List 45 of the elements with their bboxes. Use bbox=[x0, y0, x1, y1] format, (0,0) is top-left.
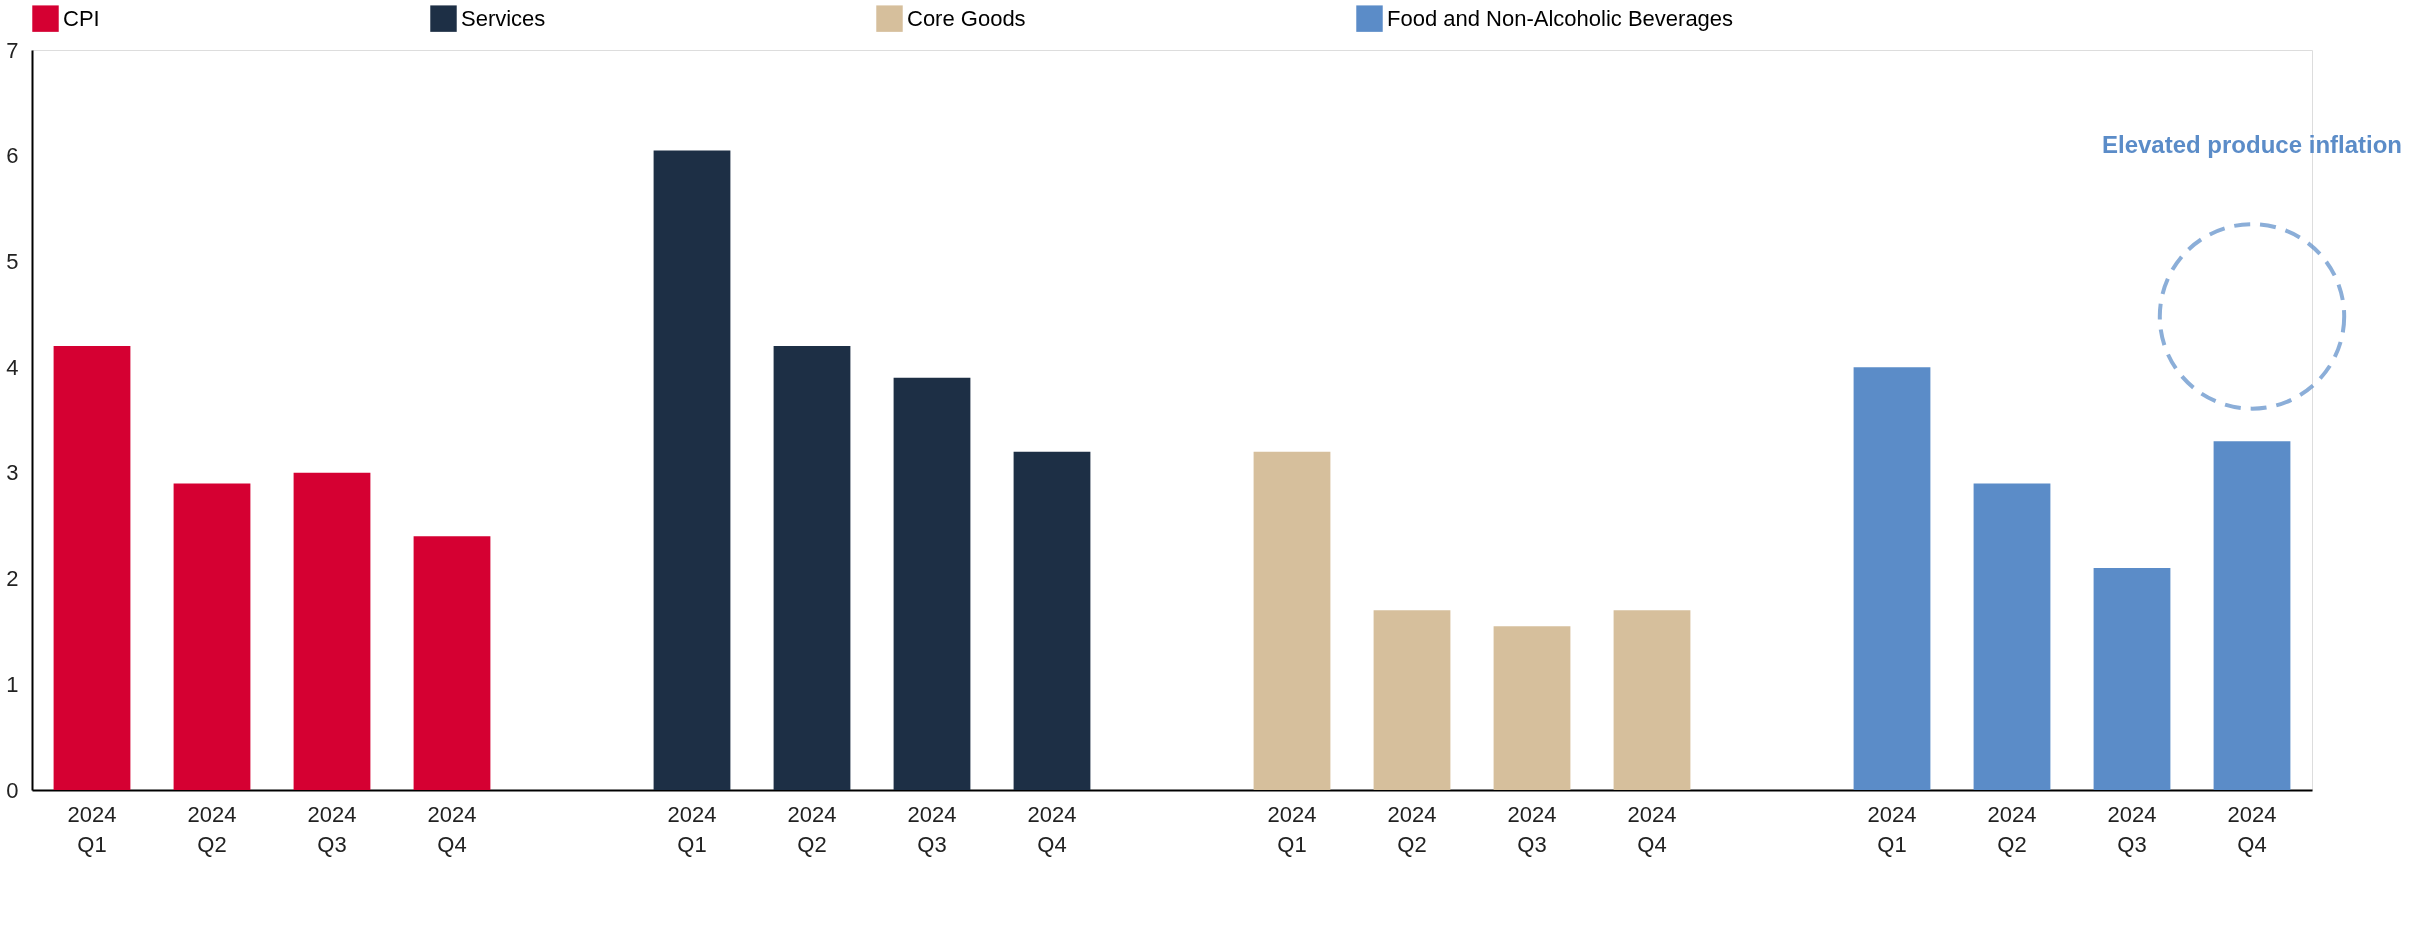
annotation: Elevated produce inflation bbox=[2101, 131, 2403, 159]
bar bbox=[173, 483, 251, 790]
bar bbox=[893, 377, 971, 790]
bar bbox=[1613, 610, 1691, 790]
bar bbox=[1253, 451, 1331, 790]
x-tick-label: 2024 Q3 bbox=[307, 801, 357, 857]
y-tick-label: 7 bbox=[6, 37, 19, 63]
legend-label: Core Goods bbox=[907, 5, 1026, 31]
bar bbox=[2093, 568, 2171, 790]
x-tick-label: 2024 Q1 bbox=[1267, 801, 1317, 857]
x-tick-label: 2024 Q1 bbox=[1867, 801, 1917, 857]
legend-label: CPI bbox=[63, 5, 100, 31]
bar bbox=[1973, 483, 2051, 790]
x-tick-label: 2024 Q3 bbox=[2107, 801, 2157, 857]
legend-label: Food and Non-Alcoholic Beverages bbox=[1387, 5, 1734, 31]
x-tick-label: 2024 Q3 bbox=[1507, 801, 1557, 857]
bar bbox=[653, 150, 731, 790]
x-tick-label: 2024 Q2 bbox=[1987, 801, 2037, 857]
bar bbox=[53, 346, 131, 790]
y-tick-label: 1 bbox=[6, 671, 19, 697]
x-tick-label: 2024 Q1 bbox=[667, 801, 717, 857]
legend-label: Services bbox=[461, 5, 546, 31]
x-tick-label: 2024 Q4 bbox=[1627, 801, 1677, 857]
y-tick-label: 2 bbox=[6, 566, 19, 592]
y-tick-label: 5 bbox=[6, 248, 19, 274]
x-tick-label: 2024 Q4 bbox=[2227, 801, 2277, 857]
y-tick-label: 0 bbox=[6, 777, 19, 803]
bar bbox=[293, 472, 371, 790]
x-tick-label: 2024 Q3 bbox=[907, 801, 957, 857]
x-tick-label: 2024 Q2 bbox=[1387, 801, 1437, 857]
y-tick-label: 3 bbox=[6, 460, 19, 486]
x-tick-label: 2024 Q2 bbox=[787, 801, 837, 857]
y-tick-label: 4 bbox=[6, 354, 19, 380]
x-tick-label: 2024 Q4 bbox=[1027, 801, 1077, 857]
x-tick-label: 2024 Q4 bbox=[427, 801, 477, 857]
bar bbox=[1373, 610, 1451, 790]
bar bbox=[1853, 367, 1931, 790]
bar bbox=[2213, 441, 2291, 790]
bar bbox=[1493, 626, 1571, 790]
bar bbox=[1013, 451, 1091, 790]
x-tick-label: 2024 Q2 bbox=[187, 801, 237, 857]
x-tick-label: 2024 Q1 bbox=[67, 801, 117, 857]
y-tick-label: 6 bbox=[6, 143, 19, 169]
bar bbox=[413, 536, 491, 790]
bar bbox=[773, 346, 851, 790]
